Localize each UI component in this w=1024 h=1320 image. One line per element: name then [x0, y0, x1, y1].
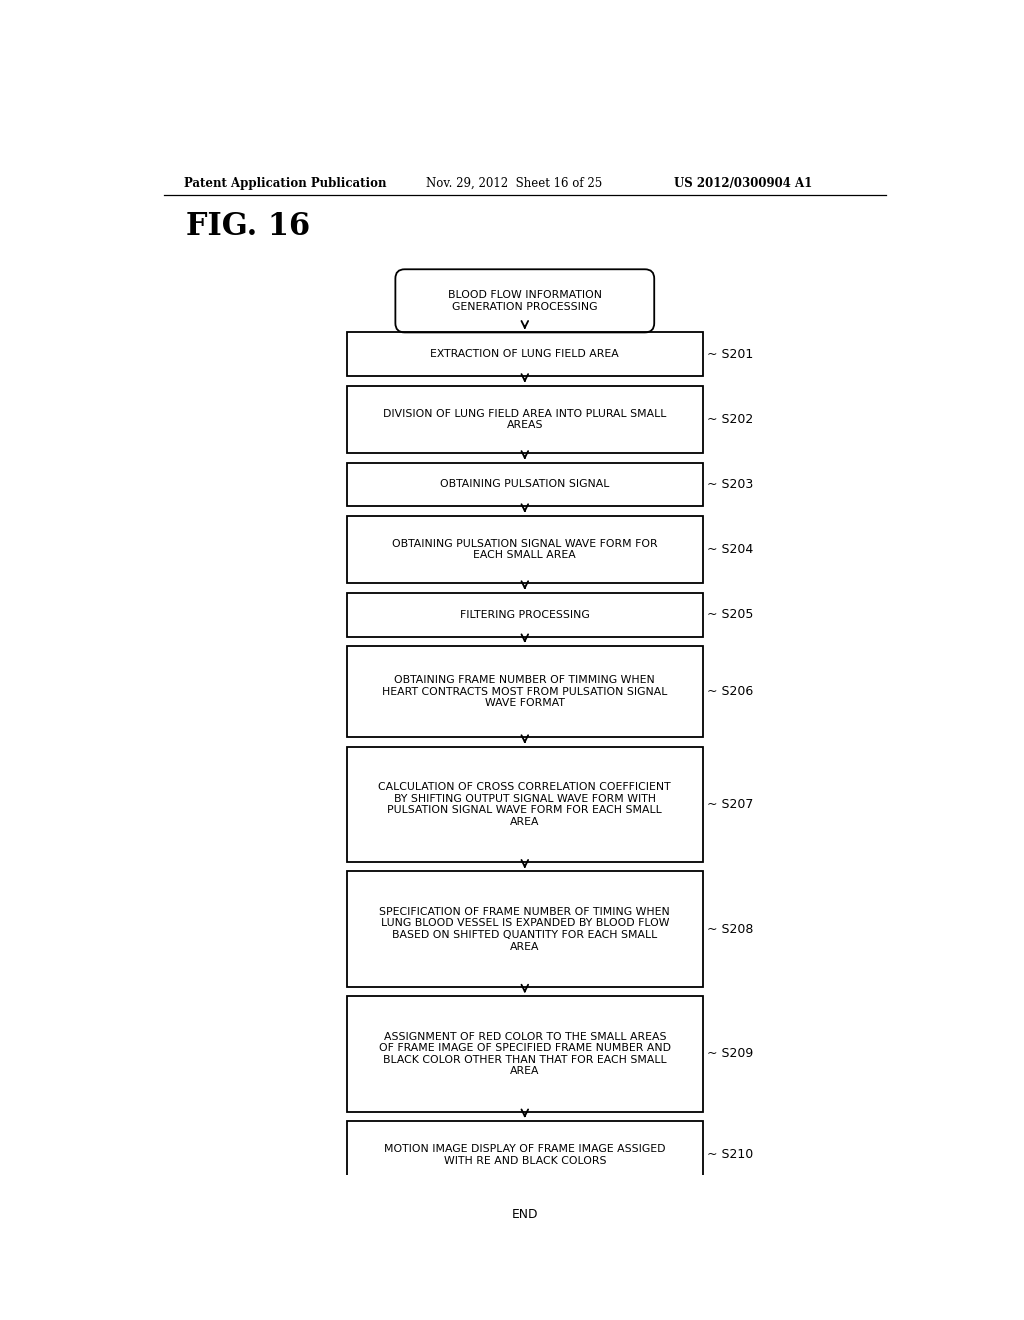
Text: CALCULATION OF CROSS CORRELATION COEFFICIENT
BY SHIFTING OUTPUT SIGNAL WAVE FORM: CALCULATION OF CROSS CORRELATION COEFFIC…	[379, 781, 671, 826]
Text: OBTAINING FRAME NUMBER OF TIMMING WHEN
HEART CONTRACTS MOST FROM PULSATION SIGNA: OBTAINING FRAME NUMBER OF TIMMING WHEN H…	[382, 675, 668, 709]
Text: ASSIGNMENT OF RED COLOR TO THE SMALL AREAS
OF FRAME IMAGE OF SPECIFIED FRAME NUM: ASSIGNMENT OF RED COLOR TO THE SMALL ARE…	[379, 1031, 671, 1076]
Text: ~ S207: ~ S207	[707, 797, 754, 810]
Text: MOTION IMAGE DISPLAY OF FRAME IMAGE ASSIGED
WITH RE AND BLACK COLORS: MOTION IMAGE DISPLAY OF FRAME IMAGE ASSI…	[384, 1144, 666, 1166]
Text: EXTRACTION OF LUNG FIELD AREA: EXTRACTION OF LUNG FIELD AREA	[430, 350, 620, 359]
Text: ~ S209: ~ S209	[707, 1047, 754, 1060]
Text: ~ S208: ~ S208	[707, 923, 754, 936]
Text: ~ S201: ~ S201	[707, 348, 754, 360]
Text: OBTAINING PULSATION SIGNAL: OBTAINING PULSATION SIGNAL	[440, 479, 609, 490]
Text: ~ S210: ~ S210	[707, 1148, 754, 1162]
Text: FILTERING PROCESSING: FILTERING PROCESSING	[460, 610, 590, 619]
Text: ~ S203: ~ S203	[707, 478, 754, 491]
Text: DIVISION OF LUNG FIELD AREA INTO PLURAL SMALL
AREAS: DIVISION OF LUNG FIELD AREA INTO PLURAL …	[383, 409, 667, 430]
Text: BLOOD FLOW INFORMATION
GENERATION PROCESSING: BLOOD FLOW INFORMATION GENERATION PROCES…	[447, 290, 602, 312]
Text: END: END	[512, 1208, 538, 1221]
Text: FIG. 16: FIG. 16	[186, 211, 310, 242]
Text: ~ S202: ~ S202	[707, 413, 754, 426]
Text: Patent Application Publication: Patent Application Publication	[183, 177, 386, 190]
Text: SPECIFICATION OF FRAME NUMBER OF TIMING WHEN
LUNG BLOOD VESSEL IS EXPANDED BY BL: SPECIFICATION OF FRAME NUMBER OF TIMING …	[380, 907, 670, 952]
Text: ~ S206: ~ S206	[707, 685, 754, 698]
Text: OBTAINING PULSATION SIGNAL WAVE FORM FOR
EACH SMALL AREA: OBTAINING PULSATION SIGNAL WAVE FORM FOR…	[392, 539, 657, 561]
Text: ~ S204: ~ S204	[707, 543, 754, 556]
Text: US 2012/0300904 A1: US 2012/0300904 A1	[675, 177, 813, 190]
Text: ~ S205: ~ S205	[707, 609, 754, 622]
Text: Nov. 29, 2012  Sheet 16 of 25: Nov. 29, 2012 Sheet 16 of 25	[426, 177, 603, 190]
